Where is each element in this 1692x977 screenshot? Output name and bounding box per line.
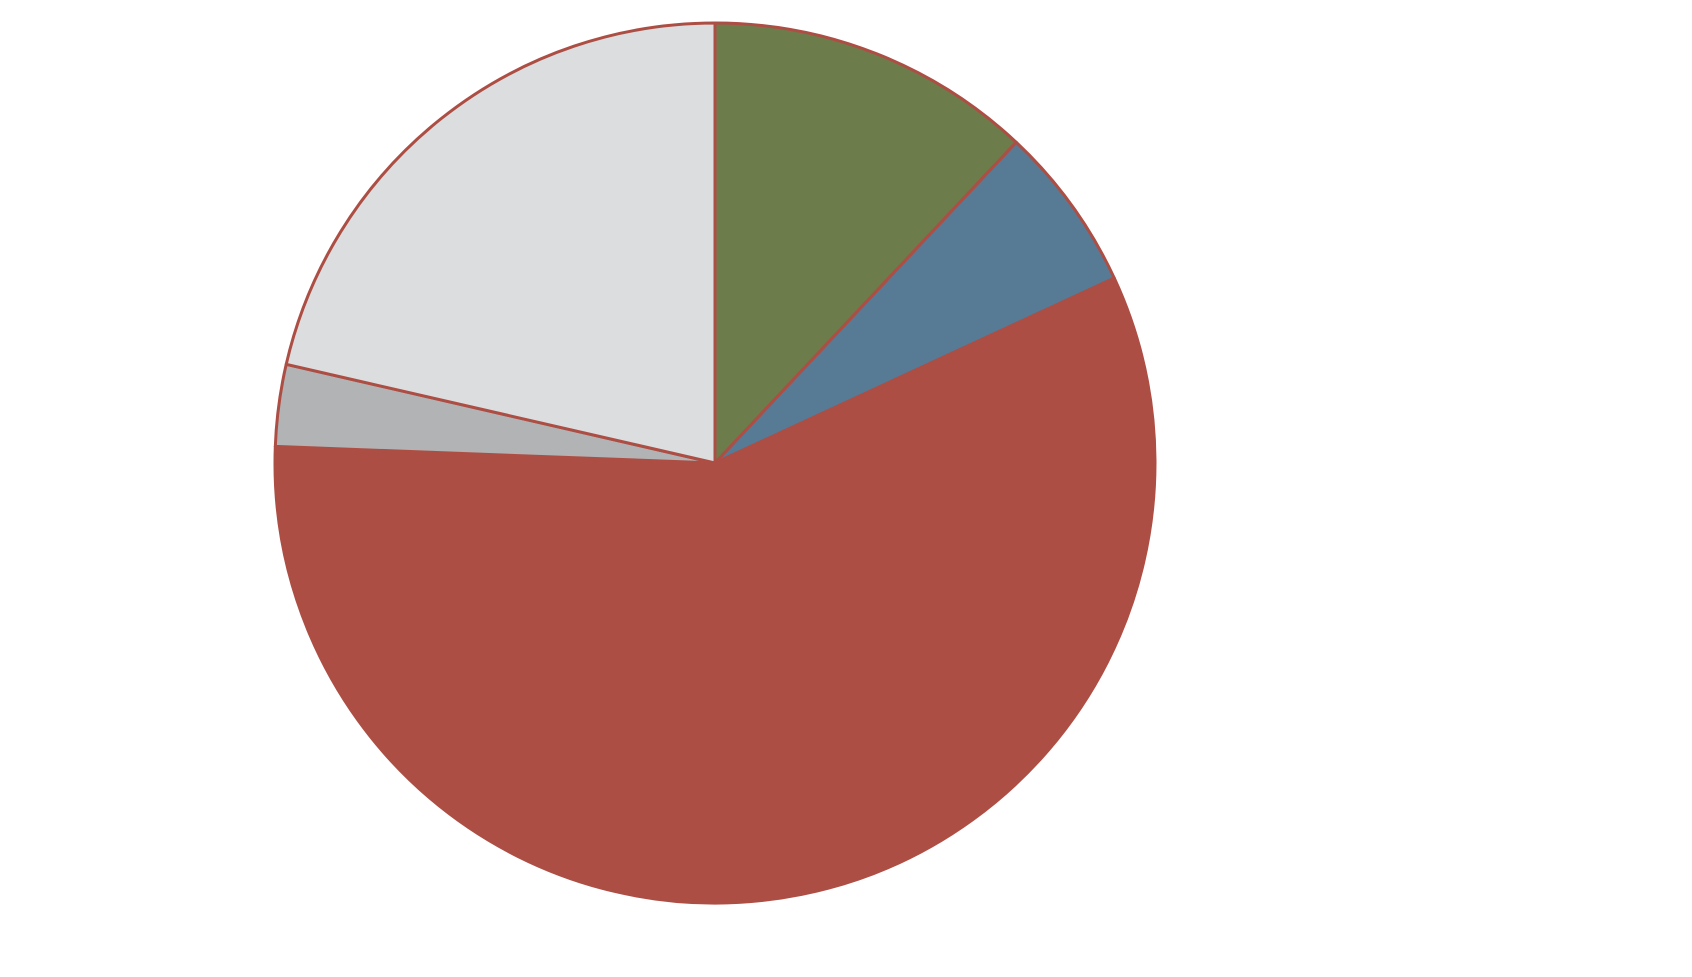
pie-slice [713,21,1018,465]
pie-slice [284,21,717,465]
pie-slice [273,276,1157,905]
pie-slice [713,140,1116,465]
